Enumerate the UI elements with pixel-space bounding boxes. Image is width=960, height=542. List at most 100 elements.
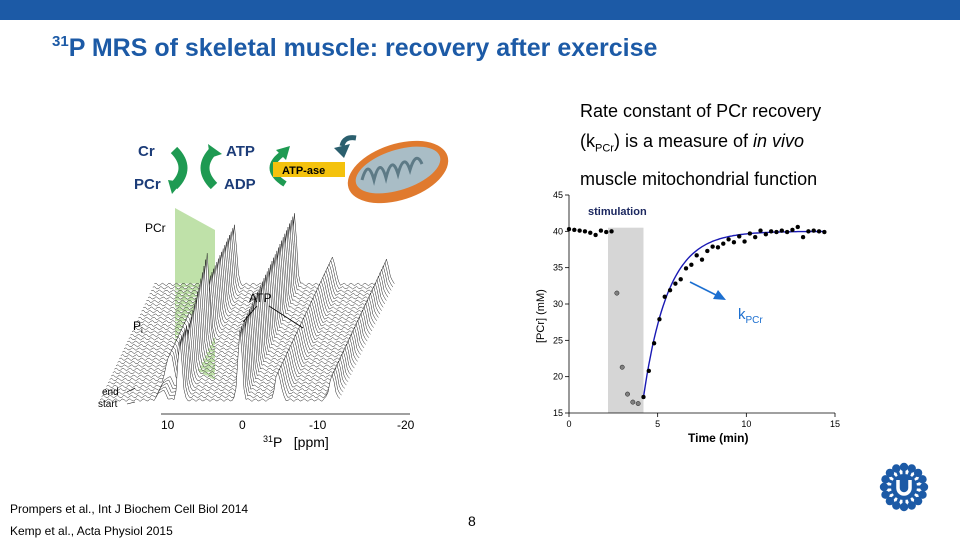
spectrum-trace bbox=[104, 319, 345, 392]
x-tick-label: 10 bbox=[741, 419, 751, 429]
data-point bbox=[742, 239, 747, 244]
data-point bbox=[726, 237, 731, 242]
cr-label: Cr bbox=[138, 143, 155, 160]
spectrum-lines bbox=[99, 213, 395, 402]
start-label: start bbox=[98, 399, 118, 410]
spectrum-pi-label: Pi bbox=[133, 319, 143, 335]
data-point bbox=[731, 240, 737, 245]
data-point bbox=[822, 229, 827, 235]
data-point bbox=[657, 317, 662, 322]
kpcr-pointer-head bbox=[713, 290, 726, 300]
data-point bbox=[811, 228, 816, 233]
pi-text: P bbox=[133, 319, 141, 333]
y-tick-label: 35 bbox=[553, 263, 563, 273]
pcr-label: PCr bbox=[134, 176, 161, 193]
page-number: 8 bbox=[468, 513, 476, 529]
data-point bbox=[694, 253, 699, 258]
spectrum-trace bbox=[106, 315, 347, 389]
data-point bbox=[662, 294, 667, 299]
ppm-axis-label: 31P [ppm] bbox=[263, 434, 329, 450]
kpcr-annotation: kPCr bbox=[738, 306, 763, 326]
data-point bbox=[774, 229, 779, 235]
data-point bbox=[577, 228, 582, 233]
y-tick-label: 25 bbox=[553, 335, 563, 345]
ppm-tick-minus20: -20 bbox=[397, 418, 415, 432]
y-tick-label: 45 bbox=[553, 190, 563, 200]
atpase-box bbox=[273, 162, 345, 177]
description-line-2: (kPCr) is a measure of in vivo bbox=[580, 126, 940, 164]
data-point bbox=[768, 229, 774, 234]
ppm-label-text: P [ppm] bbox=[273, 434, 329, 450]
spectrum-trace bbox=[101, 326, 342, 399]
data-point bbox=[614, 290, 620, 296]
ppm-sup: 31 bbox=[263, 434, 273, 444]
x-tick-label: 0 bbox=[566, 419, 571, 429]
description-line-3: muscle mitochondrial function bbox=[580, 168, 818, 189]
data-point bbox=[588, 230, 593, 235]
data-point bbox=[705, 248, 710, 254]
data-point bbox=[646, 368, 652, 374]
y-tick-label: 30 bbox=[553, 299, 563, 309]
spectrum-trace bbox=[99, 329, 341, 402]
data-point bbox=[609, 229, 614, 234]
y-tick-label: 40 bbox=[553, 226, 563, 236]
data-point bbox=[635, 401, 641, 406]
data-point bbox=[737, 234, 742, 239]
end-label: end bbox=[102, 387, 119, 398]
top-bar bbox=[0, 0, 960, 20]
data-point bbox=[779, 228, 784, 233]
ppm-tick-minus10: -10 bbox=[309, 418, 327, 432]
data-point bbox=[673, 281, 678, 286]
x-tick-label: 5 bbox=[655, 419, 660, 429]
data-point bbox=[758, 228, 763, 233]
data-point bbox=[795, 224, 800, 230]
reaction-diagram: Cr PCr ATP ADP ATP-ase bbox=[134, 135, 449, 204]
data-point bbox=[816, 229, 822, 234]
title-text: P MRS of skeletal muscle: recovery after… bbox=[68, 34, 658, 62]
data-point bbox=[651, 341, 657, 346]
atp-label: ATP bbox=[226, 143, 255, 160]
data-point bbox=[598, 228, 604, 233]
desc-close: ) is a measure of bbox=[613, 131, 754, 151]
kpcr-k: k bbox=[738, 306, 746, 323]
university-logo-icon bbox=[879, 462, 929, 512]
atp-pointer-2 bbox=[268, 305, 304, 329]
stimulation-label: stimulation bbox=[588, 206, 647, 218]
y-tick-label: 15 bbox=[553, 408, 563, 418]
desc-sub: PCr bbox=[595, 142, 614, 155]
reference-2: Kemp et al., Acta Physiol 2015 bbox=[10, 524, 173, 538]
data-point bbox=[752, 234, 758, 240]
atpase-label: ATP-ase bbox=[282, 165, 325, 177]
data-point bbox=[678, 277, 683, 282]
description-text: Rate constant of PCr recovery (kPCr) is … bbox=[580, 96, 940, 194]
data-point bbox=[625, 391, 630, 397]
kpcr-sub: PCr bbox=[746, 315, 764, 326]
spectrum-atp-label: ATP bbox=[249, 291, 271, 305]
ppm-tick-0: 0 bbox=[239, 418, 246, 432]
desc-open: (k bbox=[580, 131, 595, 151]
data-point bbox=[667, 287, 673, 293]
adp-label: ADP bbox=[224, 176, 256, 193]
data-points bbox=[566, 224, 827, 406]
title-superscript: 31 bbox=[52, 33, 69, 50]
data-point bbox=[800, 234, 806, 240]
y-axis-label: [PCr] (mM) bbox=[535, 289, 547, 343]
data-point bbox=[593, 232, 598, 238]
x-axis-label: Time (min) bbox=[688, 431, 748, 445]
data-point bbox=[784, 229, 790, 235]
data-point bbox=[604, 229, 609, 235]
mito-arrow-head bbox=[334, 144, 350, 158]
data-point bbox=[689, 262, 694, 267]
pi-sub: i bbox=[141, 326, 143, 335]
fit-curve bbox=[642, 230, 827, 398]
description-line-1: Rate constant of PCr recovery bbox=[580, 101, 822, 121]
data-point bbox=[619, 364, 625, 370]
data-point bbox=[747, 231, 753, 236]
spectrum-trace bbox=[107, 312, 349, 385]
desc-italic: in vivo bbox=[753, 131, 805, 151]
stimulation-band bbox=[608, 227, 644, 413]
reference-1: Prompers et al., Int J Biochem Cell Biol… bbox=[10, 502, 249, 516]
spectrum-figure: PCr ATP Pi end start 10 0 -10 -20 31P [p… bbox=[98, 208, 415, 450]
mitochondrion-icon bbox=[347, 140, 449, 204]
pcr-recovery-chart: stimulation 0 5 10 15 15 20 25 30 35 40 45 kPCr Ti… bbox=[535, 190, 840, 445]
